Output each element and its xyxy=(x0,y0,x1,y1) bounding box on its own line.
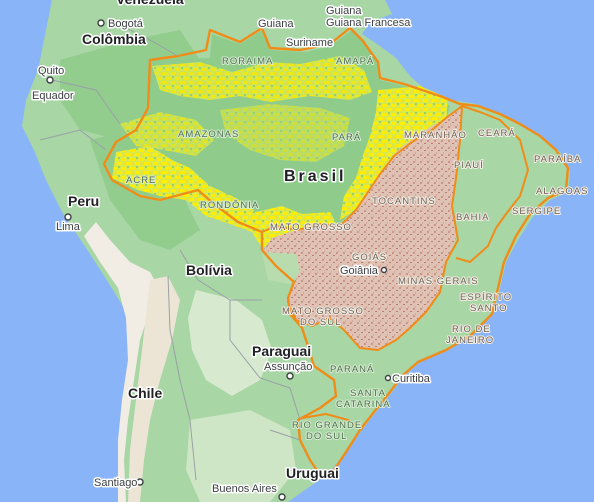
city-dot-santiago xyxy=(136,478,144,486)
label-colombia: Colômbia xyxy=(82,31,146,47)
pampas-region xyxy=(186,410,296,502)
label-paraiba: PARAÍBA xyxy=(534,154,581,165)
label-rs-1: RIO GRANDE xyxy=(292,420,362,431)
label-tocantins: TOCANTINS xyxy=(372,196,436,207)
label-minas-gerais: MINAS GERAIS xyxy=(398,276,479,287)
label-rs-2: DO SUL xyxy=(306,431,347,442)
label-maranhao: MARANHÃO xyxy=(404,130,467,141)
label-parana: PARANÁ xyxy=(330,364,374,375)
pampa-line xyxy=(301,413,363,431)
city-dot-bogota xyxy=(97,19,105,27)
city-dot-goiania xyxy=(380,266,388,274)
label-para: PARÁ xyxy=(332,132,361,143)
label-brasil: Brasil xyxy=(284,168,346,185)
label-guiana-francesa-1: Guiana xyxy=(326,5,362,17)
cerrado-atlantic-line xyxy=(289,105,463,351)
biome-boundary xyxy=(102,26,570,480)
label-sc-1: SANTA xyxy=(350,388,386,399)
label-equador: Equador xyxy=(32,90,74,102)
label-venezuela: Venezuela xyxy=(116,0,184,7)
city-dot-assuncao xyxy=(286,372,294,380)
label-uruguai: Uruguai xyxy=(286,465,339,481)
label-espirito-santo-2: SANTO xyxy=(470,303,508,314)
atacama-desert xyxy=(128,276,180,502)
label-ceara: CEARÁ xyxy=(478,128,516,139)
label-ms-1: MATO GROSSO xyxy=(282,306,364,317)
label-amazonas: AMAZONAS xyxy=(178,129,239,140)
deforestation-center xyxy=(220,104,350,162)
label-piaui: PIAUÍ xyxy=(454,160,484,171)
caatinga-line xyxy=(455,105,529,263)
andes-highlands xyxy=(84,222,160,502)
label-curitiba: Curitiba xyxy=(392,373,431,385)
label-chile: Chile xyxy=(128,385,162,401)
country-borders xyxy=(39,19,301,481)
deforestation-arc-east xyxy=(340,86,448,220)
city-dot-curitiba xyxy=(384,374,392,382)
label-sc-2: CATARINA xyxy=(336,399,391,410)
chaco-region xyxy=(188,290,272,396)
label-rio-2: JANEIRO xyxy=(446,335,494,346)
label-quito: Quito xyxy=(38,65,64,77)
label-roraima: RORAIMA xyxy=(222,56,273,67)
label-santiago: Santiago xyxy=(94,477,137,489)
deforestation-arc-south xyxy=(112,146,338,248)
label-goias: GOIÁS xyxy=(352,252,387,263)
label-guiana-francesa: Guiana Francesa xyxy=(326,17,411,29)
label-acre: ACRE xyxy=(126,175,156,186)
amazon-cerrado-line xyxy=(261,105,463,233)
label-ms-2: DO SUL xyxy=(300,317,341,328)
label-guiana: Guiana xyxy=(258,18,294,30)
label-bolivia: Bolívia xyxy=(186,262,232,278)
label-alagoas: ALAGOAS xyxy=(536,186,588,197)
label-assuncao: Assunção xyxy=(264,361,312,373)
label-espirito-santo-1: ESPÍRITO xyxy=(460,292,512,303)
deforestation-north xyxy=(152,56,372,102)
deforestation-west xyxy=(120,112,214,156)
city-dot-quito xyxy=(46,76,54,84)
city-dot-lima xyxy=(64,213,72,221)
label-amapa: AMAPÁ xyxy=(336,56,374,67)
label-paraguai: Paraguai xyxy=(252,343,311,359)
label-lima: Lima xyxy=(56,221,81,233)
label-suriname: Suriname xyxy=(286,37,333,49)
label-rondonia: RONDÔNIA xyxy=(200,200,259,211)
label-mato-grosso: MATO GROSSO xyxy=(270,222,352,233)
city-dot-buenos-aires xyxy=(278,493,286,501)
label-rio-1: RIO DE xyxy=(452,324,491,335)
label-bahia: BAHIA xyxy=(456,212,490,223)
label-bogota: Bogotá xyxy=(108,18,144,30)
label-goiania: Goiânia xyxy=(340,265,379,277)
label-buenos-aires: Buenos Aires xyxy=(212,483,277,495)
cerrado-region xyxy=(262,108,462,350)
label-peru: Peru xyxy=(68,193,99,209)
label-sergipe: SERGIPE xyxy=(512,206,561,217)
